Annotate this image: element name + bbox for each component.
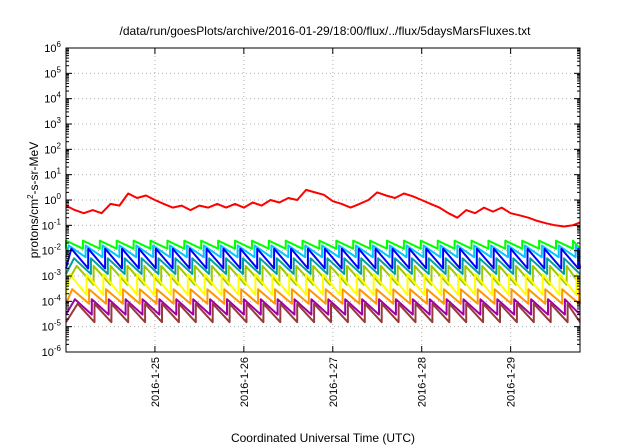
y-axis-title-sup: 2 (26, 194, 35, 199)
flux-series-line-3 (65, 244, 581, 259)
x-tick-label: 2016-1-29 (506, 357, 518, 407)
x-tick-label: 2016-1-27 (328, 357, 340, 407)
y-tick-label: 102 (44, 141, 61, 156)
x-tick-label: 2016-1-25 (150, 357, 162, 407)
x-tick-label: 2016-1-28 (417, 357, 429, 407)
flux-series-line-4 (65, 247, 581, 270)
y-tick-label: 10-2 (42, 243, 62, 258)
flux-series-line-1 (65, 188, 581, 228)
x-axis-ticks: 2016-1-25 2016-1-26 2016-1-27 2016-1-28 2016… (150, 48, 518, 407)
y-tick-label: 103 (44, 116, 61, 131)
flux-series-line-8 (65, 288, 581, 305)
flux-series-line-9 (65, 298, 581, 316)
flux-series-line-10 (65, 302, 581, 324)
y-tick-label: 105 (44, 65, 61, 80)
flux-series-line-6 (65, 264, 581, 286)
flux-series-line-7 (65, 273, 581, 296)
y-tick-label: 10-1 (42, 217, 62, 232)
y-tick-label: 101 (44, 167, 61, 182)
y-tick-label: 10-6 (42, 344, 62, 359)
y-tick-label: 10-3 (42, 268, 62, 283)
x-tick-label: 2016-1-26 (239, 357, 251, 407)
y-tick-label: 100 (44, 192, 61, 207)
flux-series-line-2 (65, 239, 581, 250)
y-axis-title-rest: -s-sr-MeV (27, 142, 41, 195)
data-series (65, 188, 581, 324)
y-tick-label: 106 (44, 40, 61, 55)
y-axis-title: protons/cm2-s-sr-MeV (26, 142, 41, 258)
x-axis-title: Coordinated Universal Time (UTC) (231, 431, 415, 445)
y-tick-label: 10-4 (42, 293, 62, 308)
y-axis-ticks: 10-6 10-5 10-4 10-3 10-2 10-1 100 101 102 103 104 1… (42, 40, 580, 359)
y-tick-label: 10-5 (42, 319, 62, 334)
y-axis-title-base: protons/cm (27, 199, 41, 258)
chart-title: /data/run/goesPlots/archive/2016-01-29/1… (120, 24, 532, 38)
flux-series-line-5 (65, 257, 581, 275)
y-tick-label: 104 (44, 91, 61, 106)
